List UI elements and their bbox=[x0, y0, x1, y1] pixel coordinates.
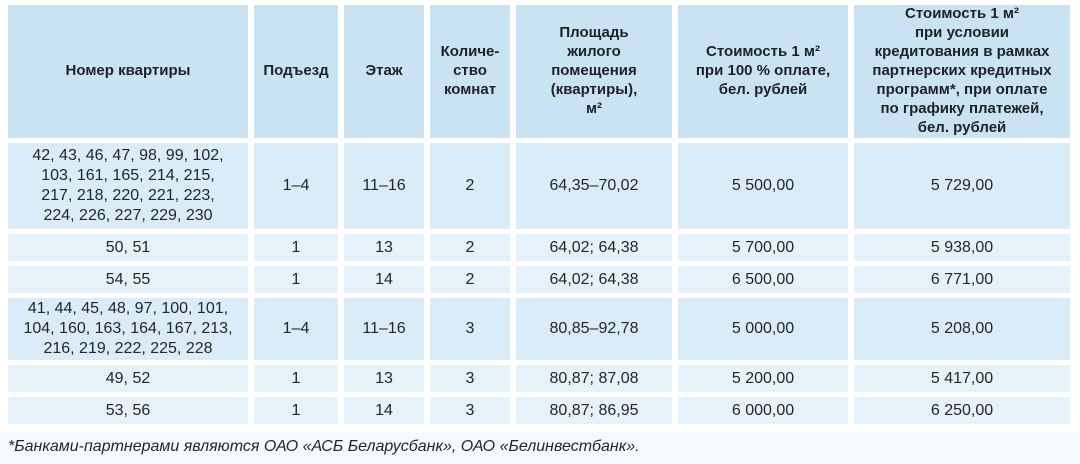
column-header-price-credit: Стоимость 1 м² при условии кредитования … bbox=[854, 5, 1070, 138]
cell-entrance: 1–4 bbox=[254, 298, 338, 360]
table-row: 50, 51 1 13 2 64,02; 64,38 5 700,00 5 93… bbox=[8, 234, 1070, 261]
cell-price-full-payment: 5 500,00 bbox=[678, 143, 848, 229]
cell-area: 80,87; 86,95 bbox=[516, 397, 672, 424]
footnote: *Банками-партнерами являются ОАО «АСБ Бе… bbox=[8, 438, 640, 455]
cell-floor: 11–16 bbox=[344, 298, 424, 360]
cell-area: 64,35–70,02 bbox=[516, 143, 672, 229]
cell-entrance: 1 bbox=[254, 397, 338, 424]
cell-rooms: 3 bbox=[430, 298, 510, 360]
column-header-apartment-number: Номер квартиры bbox=[8, 5, 248, 138]
cell-price-full-payment: 5 200,00 bbox=[678, 365, 848, 392]
column-header-area: Площадь жилого помещения (квартиры), м² bbox=[516, 5, 672, 138]
cell-apartment-numbers: 42, 43, 46, 47, 98, 99, 102, 103, 161, 1… bbox=[8, 143, 248, 229]
cell-apartment-numbers: 50, 51 bbox=[8, 234, 248, 261]
cell-rooms: 2 bbox=[430, 143, 510, 229]
cell-price-credit: 6 250,00 bbox=[854, 397, 1070, 424]
column-header-floor: Этаж bbox=[344, 5, 424, 138]
cell-price-credit: 5 729,00 bbox=[854, 143, 1070, 229]
cell-rooms: 2 bbox=[430, 234, 510, 261]
cell-area: 80,85–92,78 bbox=[516, 298, 672, 360]
column-header-rooms-count: Количе- ство комнат bbox=[430, 5, 510, 138]
apartment-price-table: Номер квартиры Подъезд Этаж Количе- ство… bbox=[2, 0, 1076, 429]
table-row: 54, 55 1 14 2 64,02; 64,38 6 500,00 6 77… bbox=[8, 266, 1070, 293]
cell-entrance: 1 bbox=[254, 234, 338, 261]
cell-area: 64,02; 64,38 bbox=[516, 266, 672, 293]
cell-apartment-numbers: 54, 55 bbox=[8, 266, 248, 293]
cell-floor: 13 bbox=[344, 234, 424, 261]
cell-price-credit: 6 771,00 bbox=[854, 266, 1070, 293]
cell-price-full-payment: 5 700,00 bbox=[678, 234, 848, 261]
cell-area: 64,02; 64,38 bbox=[516, 234, 672, 261]
cell-price-full-payment: 5 000,00 bbox=[678, 298, 848, 360]
cell-entrance: 1 bbox=[254, 365, 338, 392]
cell-price-credit: 5 417,00 bbox=[854, 365, 1070, 392]
cell-apartment-numbers: 49, 52 bbox=[8, 365, 248, 392]
cell-floor: 11–16 bbox=[344, 143, 424, 229]
cell-apartment-numbers: 41, 44, 45, 48, 97, 100, 101, 104, 160, … bbox=[8, 298, 248, 360]
cell-floor: 14 bbox=[344, 397, 424, 424]
cell-rooms: 3 bbox=[430, 365, 510, 392]
table-row: 49, 52 1 13 3 80,87; 87,08 5 200,00 5 41… bbox=[8, 365, 1070, 392]
cell-entrance: 1 bbox=[254, 266, 338, 293]
cell-apartment-numbers: 53, 56 bbox=[8, 397, 248, 424]
cell-floor: 13 bbox=[344, 365, 424, 392]
column-header-entrance: Подъезд bbox=[254, 5, 338, 138]
cell-entrance: 1–4 bbox=[254, 143, 338, 229]
footnote-band: *Банками-партнерами являются ОАО «АСБ Бе… bbox=[0, 432, 1080, 464]
cell-rooms: 3 bbox=[430, 397, 510, 424]
cell-area: 80,87; 87,08 bbox=[516, 365, 672, 392]
cell-price-full-payment: 6 000,00 bbox=[678, 397, 848, 424]
apartment-price-table-container: Номер квартиры Подъезд Этаж Количе- ство… bbox=[2, 0, 1076, 429]
cell-price-credit: 5 208,00 bbox=[854, 298, 1070, 360]
cell-floor: 14 bbox=[344, 266, 424, 293]
cell-price-full-payment: 6 500,00 bbox=[678, 266, 848, 293]
table-header-row: Номер квартиры Подъезд Этаж Количе- ство… bbox=[8, 5, 1070, 138]
table-row: 42, 43, 46, 47, 98, 99, 102, 103, 161, 1… bbox=[8, 143, 1070, 229]
table-row: 41, 44, 45, 48, 97, 100, 101, 104, 160, … bbox=[8, 298, 1070, 360]
cell-rooms: 2 bbox=[430, 266, 510, 293]
cell-price-credit: 5 938,00 bbox=[854, 234, 1070, 261]
column-header-price-full-payment: Стоимость 1 м² при 100 % оплате, бел. ру… bbox=[678, 5, 848, 138]
table-row: 53, 56 1 14 3 80,87; 86,95 6 000,00 6 25… bbox=[8, 397, 1070, 424]
